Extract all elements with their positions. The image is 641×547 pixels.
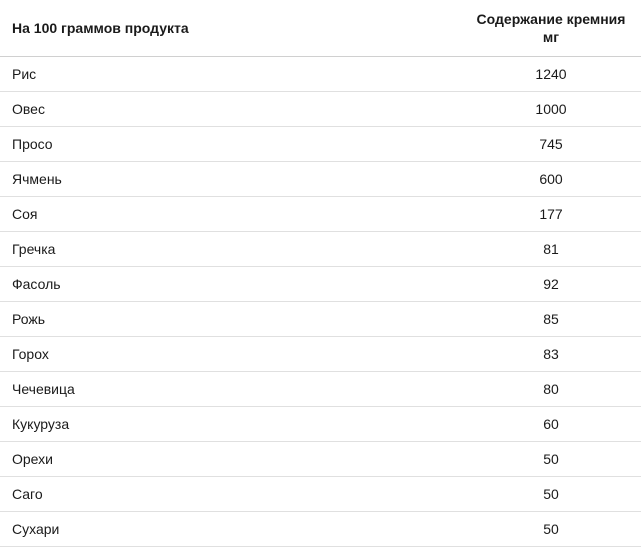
product-name-cell: Овес [0,92,461,127]
product-name-cell: Орехи [0,442,461,477]
table-row: Ячмень600 [0,162,641,197]
table-row: Саго50 [0,477,641,512]
table-row: Чечевица80 [0,372,641,407]
header-row: На 100 граммов продукта Содержание кремн… [0,0,641,57]
product-value-cell: 85 [461,302,641,337]
column-header-value: Содержание кремния мг [461,0,641,57]
product-name-cell: Чечевица [0,372,461,407]
product-value-cell: 600 [461,162,641,197]
silicon-content-table: На 100 граммов продукта Содержание кремн… [0,0,641,547]
product-name-cell: Фасоль [0,267,461,302]
column-header-product: На 100 граммов продукта [0,0,461,57]
table-row: Соя177 [0,197,641,232]
product-name-cell: Рис [0,57,461,92]
table-body: Рис1240Овес1000Просо745Ячмень600Соя177Гр… [0,57,641,547]
product-name-cell: Рожь [0,302,461,337]
table-row: Горох83 [0,337,641,372]
data-table: На 100 граммов продукта Содержание кремн… [0,0,641,547]
table-row: Сухари50 [0,512,641,547]
product-value-cell: 50 [461,442,641,477]
table-row: Овес1000 [0,92,641,127]
product-value-cell: 50 [461,512,641,547]
product-name-cell: Ячмень [0,162,461,197]
product-value-cell: 80 [461,372,641,407]
product-value-cell: 92 [461,267,641,302]
product-name-cell: Горох [0,337,461,372]
product-name-cell: Сухари [0,512,461,547]
table-row: Гречка81 [0,232,641,267]
table-row: Кукуруза60 [0,407,641,442]
product-value-cell: 81 [461,232,641,267]
table-row: Орехи50 [0,442,641,477]
product-value-cell: 1000 [461,92,641,127]
product-name-cell: Кукуруза [0,407,461,442]
product-value-cell: 177 [461,197,641,232]
product-name-cell: Саго [0,477,461,512]
table-row: Рис1240 [0,57,641,92]
table-row: Рожь85 [0,302,641,337]
product-value-cell: 1240 [461,57,641,92]
product-value-cell: 83 [461,337,641,372]
product-name-cell: Соя [0,197,461,232]
product-value-cell: 60 [461,407,641,442]
product-name-cell: Гречка [0,232,461,267]
table-row: Фасоль92 [0,267,641,302]
product-value-cell: 50 [461,477,641,512]
table-header: На 100 граммов продукта Содержание кремн… [0,0,641,57]
table-row: Просо745 [0,127,641,162]
product-value-cell: 745 [461,127,641,162]
product-name-cell: Просо [0,127,461,162]
